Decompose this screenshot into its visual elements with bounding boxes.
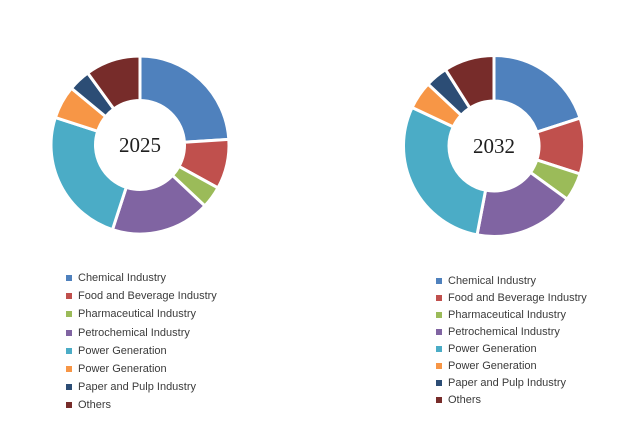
legend-swatch-icon bbox=[436, 277, 442, 284]
legend-label: Power Generation bbox=[78, 363, 167, 376]
legend-item-chemical-industry: Chemical Industry bbox=[436, 272, 587, 289]
legend-item-power-generation: Power Generation bbox=[436, 340, 587, 357]
legend-swatch-icon bbox=[66, 384, 72, 391]
legend-item-food-and-beverage-industry: Food and Beverage Industry bbox=[436, 289, 587, 306]
legend-swatch-icon bbox=[436, 379, 442, 386]
donut-chart-2025 bbox=[49, 54, 231, 236]
legend-label: Food and Beverage Industry bbox=[78, 290, 217, 303]
legend-label: Pharmaceutical Industry bbox=[448, 308, 566, 321]
legend-label: Power Generation bbox=[448, 359, 537, 372]
legend-swatch-icon bbox=[66, 311, 72, 318]
legend-label: Paper and Pulp Industry bbox=[78, 381, 197, 394]
legend-item-others: Others bbox=[436, 391, 587, 408]
legend-swatch-icon bbox=[436, 294, 442, 301]
legend-label: Others bbox=[448, 393, 482, 406]
legend-swatch-icon bbox=[66, 293, 72, 300]
pie-slice-chemical-industry bbox=[492, 53, 582, 134]
legend-item-paper-and-pulp-industry: Paper and Pulp Industry bbox=[436, 374, 587, 391]
legend-label: Others bbox=[78, 399, 112, 412]
legend-item-pharmaceutical-industry: Pharmaceutical Industry bbox=[66, 305, 217, 323]
legend-swatch-icon bbox=[436, 396, 442, 403]
legend-swatch-icon bbox=[436, 345, 442, 352]
legend-2025: Chemical Industry Food and Beverage Indus… bbox=[66, 269, 217, 415]
legend-swatch-icon bbox=[66, 402, 72, 409]
legend-label: Petrochemical Industry bbox=[78, 326, 190, 339]
legend-label: Power Generation bbox=[78, 344, 167, 357]
legend-label: Chemical Industry bbox=[78, 272, 167, 285]
legend-swatch-icon bbox=[436, 328, 442, 335]
legend-swatch-icon bbox=[436, 311, 442, 318]
legend-item-petrochemical-industry: Petrochemical Industry bbox=[66, 324, 217, 342]
legend-item-power-generation: Power Generation bbox=[436, 357, 587, 374]
legend-label: Paper and Pulp Industry bbox=[448, 376, 567, 389]
legend-item-power-generation: Power Generation bbox=[66, 360, 217, 378]
legend-item-others: Others bbox=[66, 396, 217, 414]
pie-slice-power-generation bbox=[401, 105, 488, 237]
legend-label: Chemical Industry bbox=[448, 274, 537, 287]
legend-label: Pharmaceutical Industry bbox=[78, 308, 196, 321]
legend-swatch-icon bbox=[66, 275, 72, 282]
legend-item-power-generation: Power Generation bbox=[66, 342, 217, 360]
legend-item-pharmaceutical-industry: Pharmaceutical Industry bbox=[436, 306, 587, 323]
legend-2032: Chemical Industry Food and Beverage Indus… bbox=[436, 272, 587, 408]
pie-slice-others bbox=[443, 53, 496, 111]
legend-swatch-icon bbox=[66, 347, 72, 354]
legend-swatch-icon bbox=[66, 366, 72, 373]
legend-label: Food and Beverage Industry bbox=[448, 291, 587, 304]
legend-item-paper-and-pulp-industry: Paper and Pulp Industry bbox=[66, 378, 217, 396]
legend-item-chemical-industry: Chemical Industry bbox=[66, 269, 217, 287]
legend-item-petrochemical-industry: Petrochemical Industry bbox=[436, 323, 587, 340]
legend-label: Power Generation bbox=[448, 342, 537, 355]
legend-label: Petrochemical Industry bbox=[448, 325, 560, 338]
pie-slice-power-generation bbox=[49, 115, 129, 232]
legend-swatch-icon bbox=[436, 362, 442, 369]
pie-slice-chemical-industry bbox=[138, 54, 231, 144]
pie-slice-others bbox=[85, 54, 142, 112]
legend-swatch-icon bbox=[66, 329, 72, 336]
donut-chart-2032 bbox=[401, 53, 586, 238]
legend-item-food-and-beverage-industry: Food and Beverage Industry bbox=[66, 287, 217, 305]
